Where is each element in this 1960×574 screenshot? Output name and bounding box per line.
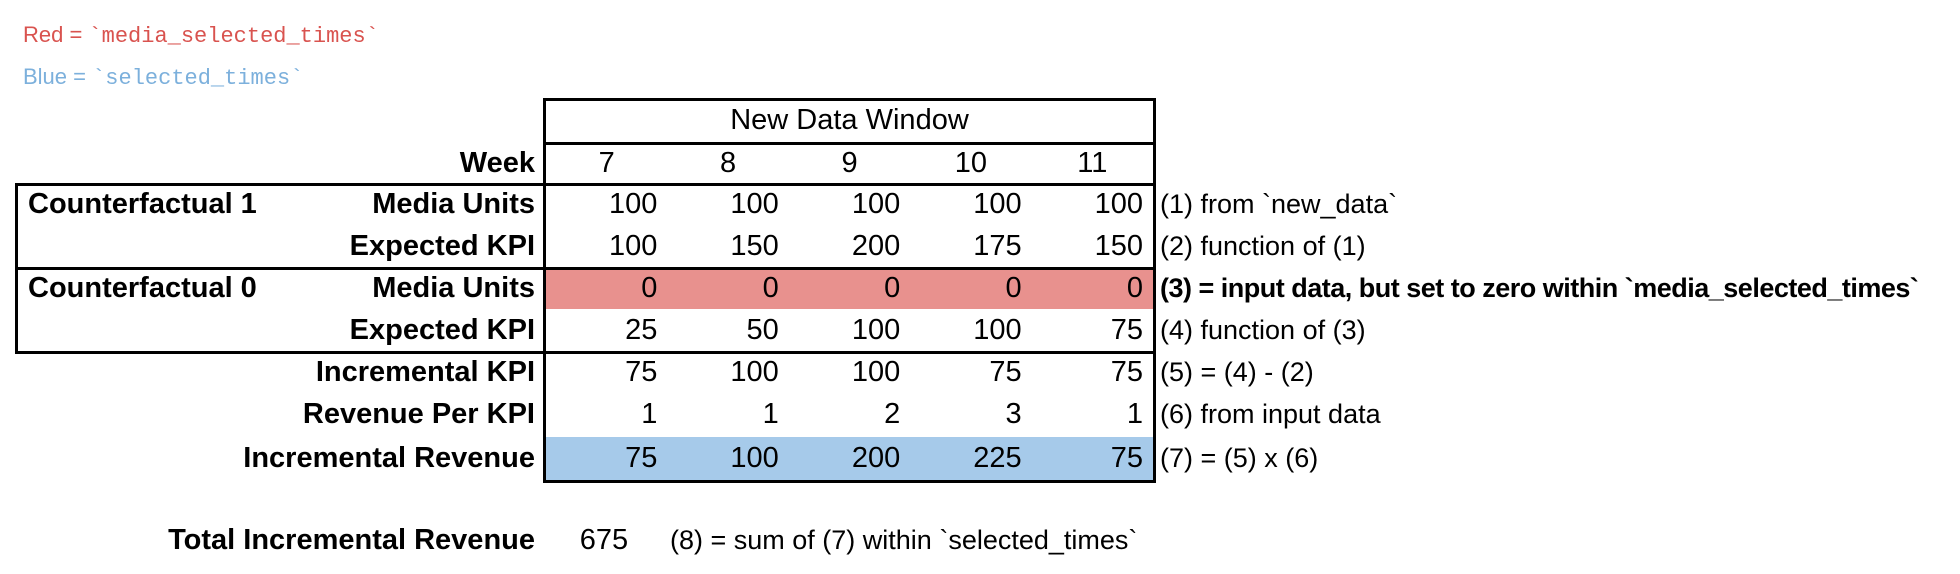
- legend-blue-code: `selected_times`: [92, 66, 304, 91]
- week-cell: 8: [720, 147, 737, 179]
- week-cell: 9: [841, 147, 858, 179]
- data-cell: 50: [746, 314, 779, 346]
- table-row-incremental-revenue-blue: 75 100 200 225 75: [546, 443, 1153, 473]
- table-row-media-units-cf1: 100 100 100 100 100: [546, 189, 1153, 219]
- total-label: Total Incremental Revenue: [168, 524, 535, 556]
- data-cell: 100: [730, 442, 779, 474]
- data-cell: 100: [851, 188, 901, 220]
- week-cell: 10: [954, 147, 988, 179]
- table-row-revenue-per-kpi: 1 1 2 3 1: [546, 399, 1153, 429]
- counterfactual-divider-line: [15, 267, 1156, 270]
- data-cell: 200: [851, 442, 901, 474]
- week-cell: 11: [1077, 147, 1108, 179]
- data-cell: 100: [851, 356, 901, 388]
- annotation-3: (3) = input data, but set to zero within…: [1160, 273, 1919, 303]
- week-cell: 7: [598, 147, 615, 179]
- data-cell: 2: [884, 398, 901, 430]
- table-row-media-units-cf0-red: 0 0 0 0 0: [546, 273, 1153, 303]
- body-top-line: [15, 183, 1156, 186]
- data-cell: 0: [641, 272, 658, 304]
- header-divider-line: [543, 142, 1156, 145]
- data-cell: 3: [1005, 398, 1022, 430]
- data-cell: 25: [625, 314, 658, 346]
- row-label-media-units-cf0: Media Units: [372, 272, 535, 304]
- data-cell: 100: [851, 314, 901, 346]
- data-cell: 100: [1094, 188, 1144, 220]
- row-label-incremental-revenue: Incremental Revenue: [243, 442, 535, 474]
- annotation-1: (1) from `new_data`: [1160, 189, 1398, 219]
- table-row-expected-kpi-cf1: 100 150 200 175 150: [546, 231, 1153, 261]
- row-label-media-units-cf1: Media Units: [372, 188, 535, 220]
- legend-blue: Blue = `selected_times`: [23, 62, 303, 94]
- row-label-revenue-per-kpi: Revenue Per KPI: [302, 398, 535, 430]
- legend-red-label: Red =: [23, 22, 89, 47]
- data-cell: 150: [730, 230, 779, 262]
- data-cell: 75: [989, 356, 1022, 388]
- data-cell: 75: [625, 356, 658, 388]
- data-cell: 0: [1126, 272, 1144, 304]
- data-cell: 75: [1110, 356, 1144, 388]
- row-label-expected-kpi-cf0: Expected KPI: [349, 314, 535, 346]
- data-cell: 75: [1110, 314, 1144, 346]
- counterfactual0-bottom-line: [15, 351, 1156, 354]
- legend-red-code: `media_selected_times`: [88, 24, 379, 49]
- total-value: 675: [579, 524, 629, 556]
- data-cell: 1: [641, 398, 658, 430]
- data-cell: 100: [973, 188, 1022, 220]
- data-cell: 100: [973, 314, 1022, 346]
- annotation-8: (8) = sum of (7) within `selected_times`: [670, 525, 1138, 555]
- data-cell: 1: [762, 398, 779, 430]
- row-label-incremental-kpi: Incremental KPI: [315, 356, 535, 388]
- row-label-expected-kpi-cf1: Expected KPI: [349, 230, 535, 262]
- group-label-counterfactual-0: Counterfactual 0: [28, 272, 257, 304]
- data-cell: 200: [851, 230, 901, 262]
- legend-red: Red = `media_selected_times`: [23, 20, 379, 52]
- table-row-expected-kpi-cf0: 25 50 100 100 75: [546, 315, 1153, 345]
- red-highlight-band: [546, 270, 1153, 309]
- annotation-6: (6) from input data: [1160, 399, 1381, 429]
- data-cell: 75: [1110, 442, 1144, 474]
- data-cell: 75: [625, 442, 658, 474]
- group-label-counterfactual-1: Counterfactual 1: [28, 188, 257, 220]
- annotation-2: (2) function of (1): [1160, 231, 1366, 261]
- data-cell: 0: [884, 272, 901, 304]
- new-data-window-title: New Data Window: [730, 104, 969, 136]
- data-cell: 0: [1005, 272, 1022, 304]
- blue-highlight-band: [546, 437, 1153, 480]
- label-box-left-line: [15, 183, 18, 354]
- data-cell: 1: [1126, 398, 1144, 430]
- annotation-7: (7) = (5) x (6): [1160, 443, 1319, 473]
- data-cell: 150: [1094, 230, 1144, 262]
- week-row: 7 8 9 10 11: [546, 148, 1153, 178]
- annotation-5: (5) = (4) - (2): [1160, 357, 1314, 387]
- annotation-4: (4) function of (3): [1160, 315, 1366, 345]
- legend-blue-label: Blue =: [23, 64, 93, 89]
- data-cell: 100: [609, 230, 658, 262]
- data-cell: 100: [609, 188, 658, 220]
- data-cell: 175: [973, 230, 1022, 262]
- data-cell: 225: [973, 442, 1022, 474]
- data-cell: 100: [730, 356, 779, 388]
- data-cell: 0: [762, 272, 779, 304]
- data-cell: 100: [730, 188, 779, 220]
- table-row-incremental-kpi: 75 100 100 75 75: [546, 357, 1153, 387]
- data-window-box: [543, 98, 1156, 483]
- week-label: Week: [459, 147, 535, 179]
